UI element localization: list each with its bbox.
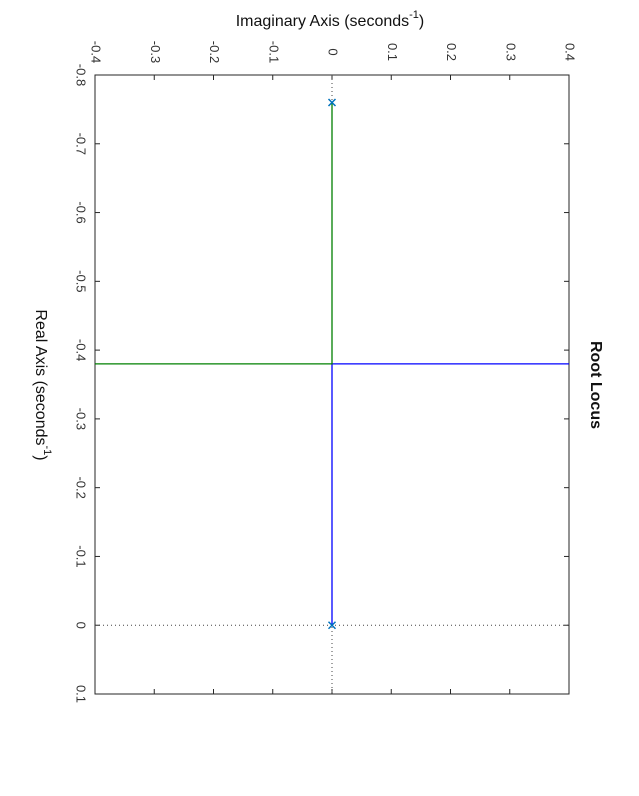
x-tick-label: -0.1 bbox=[74, 545, 89, 567]
y-tick-label: 0.1 bbox=[385, 43, 400, 61]
label-text: Real Axis (seconds bbox=[32, 309, 49, 445]
y-tick-label: 0 bbox=[326, 48, 341, 55]
label-sup: -1 bbox=[41, 445, 53, 455]
x-axis-label: Real Axis (seconds-1) bbox=[32, 309, 53, 460]
y-axis-label: Imaginary Axis (seconds-1) bbox=[236, 9, 425, 30]
y-tick-label: -0.3 bbox=[148, 41, 163, 63]
x-tick-label: -0.7 bbox=[74, 133, 89, 155]
chart-title: Root Locus bbox=[587, 341, 604, 429]
x-tick-label: -0.5 bbox=[74, 270, 89, 292]
y-tick-label: 0.4 bbox=[563, 43, 578, 61]
label-text: Imaginary Axis (seconds bbox=[236, 13, 409, 30]
label-text: ) bbox=[419, 13, 424, 30]
x-tick-label: -0.6 bbox=[74, 201, 89, 223]
locus-branch bbox=[95, 102, 333, 365]
pole-marker bbox=[327, 621, 337, 630]
y-tick-label: -0.4 bbox=[89, 41, 104, 63]
y-tick-label: 0.2 bbox=[444, 43, 459, 61]
x-tick-label: 0 bbox=[74, 622, 89, 629]
label-sup: -1 bbox=[409, 9, 419, 21]
label-text: ) bbox=[32, 455, 49, 460]
y-tick-label: -0.1 bbox=[266, 41, 281, 63]
y-tick-label: -0.2 bbox=[207, 41, 222, 63]
x-tick-label: -0.4 bbox=[74, 339, 89, 361]
x-tick-label: -0.8 bbox=[74, 64, 89, 86]
x-tick-label: -0.3 bbox=[74, 408, 89, 430]
pole-marker bbox=[327, 98, 337, 107]
x-tick-label: -0.2 bbox=[74, 476, 89, 498]
x-tick-label: 0.1 bbox=[74, 685, 89, 703]
y-tick-label: 0.3 bbox=[503, 43, 518, 61]
